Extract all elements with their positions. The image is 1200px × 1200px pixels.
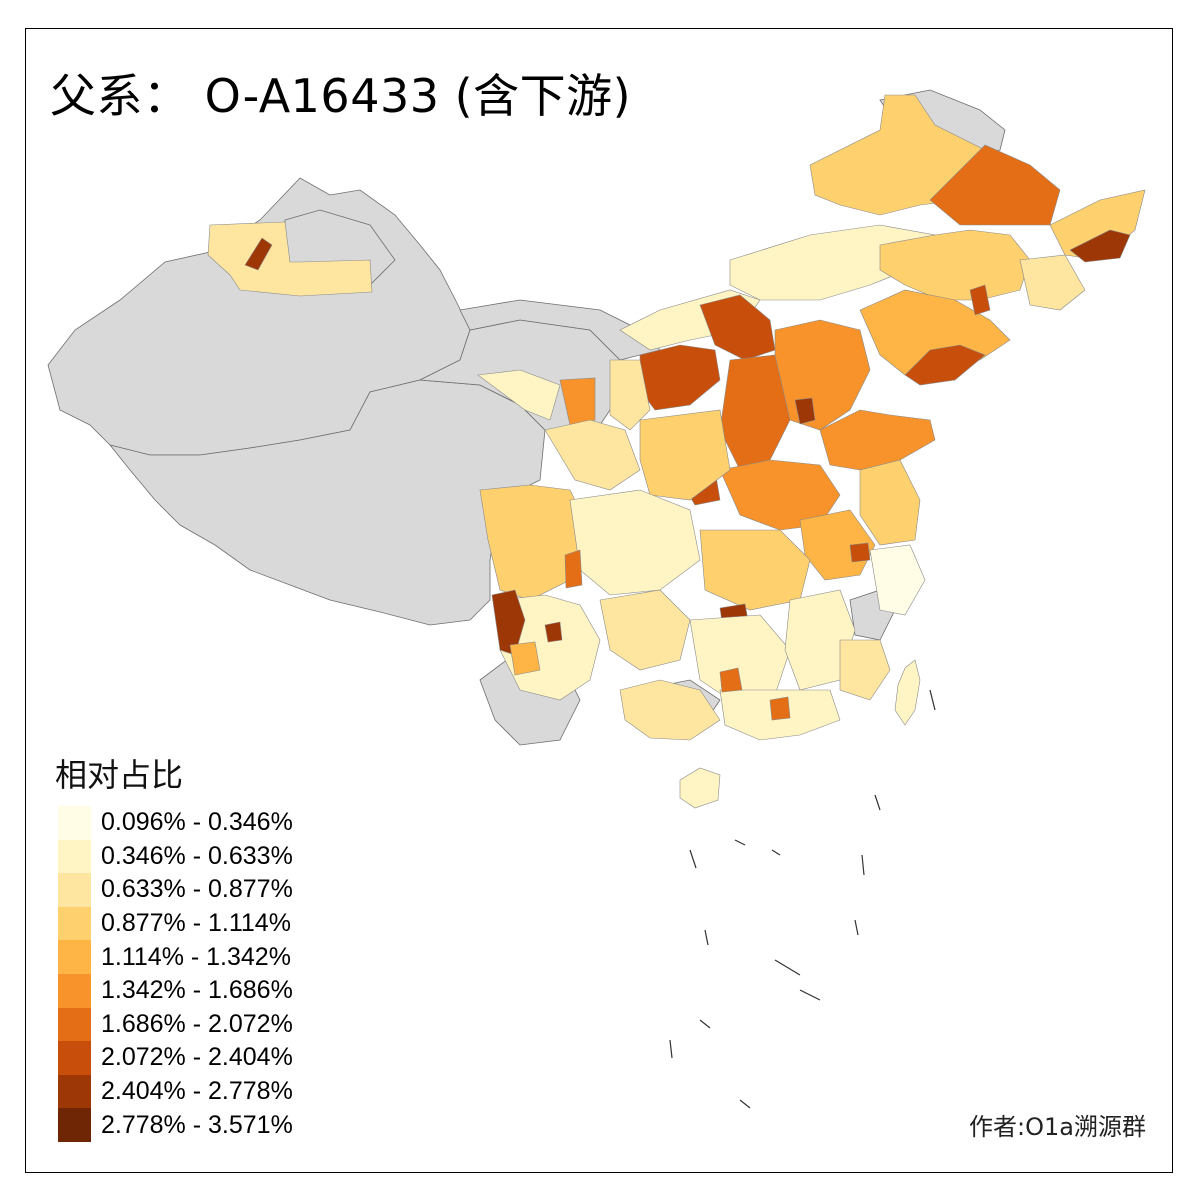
legend-swatch [58,1074,91,1109]
legend-swatch [58,1108,91,1142]
region-jiangsu [859,459,921,546]
region-henan [719,459,841,531]
region-jilin [879,229,1031,301]
author-credit: 作者:O1a溯源群 [969,1113,1146,1141]
data-regions [207,94,1146,809]
map-frame [25,28,1173,1173]
region-taiwan [894,659,921,726]
region-guangdong-hot [719,667,743,693]
region-ili-hotspot [244,237,273,271]
region-gansu-hot [559,377,596,426]
scs-islands [669,689,936,1109]
legend-row: 0.633% - 0.877% [58,873,293,907]
legend-label: 1.114% - 1.342% [101,942,291,971]
region-yunnan-south-orange [509,641,541,676]
legend-row: 1.342% - 1.686% [58,973,293,1008]
region-yunnan-hot [491,589,526,656]
no-data-regions [47,89,1006,746]
region-gansu-west-strip [477,369,561,421]
region-guangdong-hot2 [769,696,791,721]
region-ili [207,221,373,297]
legend-swatch [58,940,91,974]
legend-label: 1.686% - 2.072% [101,1009,293,1038]
legend-label: 0.096% - 0.346% [101,808,293,837]
region-heilongjiang-east [929,144,1061,226]
region-fujian [839,639,891,701]
legend-label: 0.877% - 1.114% [101,909,291,938]
region-yunnan-hot2 [544,621,563,643]
legend-row: 1.114% - 1.342% [58,940,293,974]
legend-label: 2.778% - 3.571% [101,1110,293,1139]
legend-row: 2.404% - 2.778% [58,1074,293,1109]
region-hainan [679,767,721,809]
region-alxa [639,344,721,411]
region-hubei [699,529,811,611]
legend-swatch [58,973,91,1008]
legend-row: 2.778% - 3.571% [58,1108,293,1142]
region-anhui-hot [849,542,871,563]
region-liaoning-hot [904,344,986,386]
legend-label: 2.072% - 2.404% [101,1043,293,1072]
legend-swatch [58,806,91,840]
legend-label: 0.346% - 0.633% [101,841,293,870]
legend-row: 0.346% - 0.633% [58,839,293,874]
legend-row: 0.096% - 0.346% [58,806,293,840]
legend: 0.096% - 0.346% 0.346% - 0.633% 0.633% -… [58,806,293,1142]
legend-swatch [58,839,91,874]
region-guizhou [599,589,691,671]
legend-label: 1.342% - 1.686% [101,976,293,1005]
region-gansu [544,419,641,491]
map-title: 父系： O-A16433 (含下游) [50,69,632,123]
region-yunnan [499,594,601,701]
legend-row: 0.877% - 1.114% [58,906,293,941]
legend-title: 相对占比 [55,756,184,794]
legend-swatch [58,906,91,941]
region-shandong [819,409,936,471]
region-jilin-east [1019,254,1086,311]
region-jilin-hot [969,284,991,316]
region-sichuan-hot [564,549,583,589]
region-heilongjiang-hot [1069,229,1131,263]
legend-label: 0.633% - 0.877% [101,875,293,904]
legend-row: 1.686% - 2.072% [58,1007,293,1042]
legend-swatch [58,1007,91,1042]
legend-swatch [58,873,91,907]
legend-swatch [58,1041,91,1075]
region-zhejiang [869,544,926,616]
region-shaanxi [639,409,731,501]
legend-label: 2.404% - 2.778% [101,1077,293,1106]
region-guangxi [619,679,721,741]
legend-row: 2.072% - 2.404% [58,1041,293,1075]
region-hebei-hot [794,397,816,425]
region-sichuan-east [569,489,701,596]
